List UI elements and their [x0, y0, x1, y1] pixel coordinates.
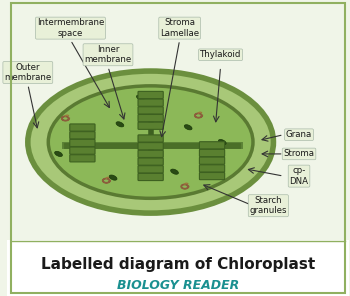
FancyBboxPatch shape: [138, 99, 163, 106]
Text: Stroma
Lamellae: Stroma Lamellae: [160, 18, 199, 38]
FancyBboxPatch shape: [138, 115, 163, 122]
Text: Starch
granules: Starch granules: [250, 196, 287, 215]
FancyBboxPatch shape: [138, 150, 163, 157]
Ellipse shape: [136, 95, 144, 100]
Text: Labelled diagram of Chloroplast: Labelled diagram of Chloroplast: [41, 258, 315, 272]
Text: Stroma: Stroma: [284, 149, 315, 158]
FancyBboxPatch shape: [138, 143, 163, 150]
Ellipse shape: [28, 71, 273, 213]
FancyBboxPatch shape: [138, 91, 163, 99]
Ellipse shape: [218, 139, 226, 145]
FancyBboxPatch shape: [138, 107, 163, 114]
Text: Outer
membrane: Outer membrane: [4, 63, 51, 82]
FancyBboxPatch shape: [199, 173, 225, 180]
FancyBboxPatch shape: [138, 158, 163, 165]
Ellipse shape: [171, 169, 178, 174]
FancyBboxPatch shape: [70, 155, 95, 162]
Text: Thylakoid: Thylakoid: [200, 50, 241, 59]
FancyBboxPatch shape: [70, 124, 95, 131]
Text: BIOLOGY READER: BIOLOGY READER: [117, 279, 239, 292]
FancyBboxPatch shape: [138, 135, 163, 142]
Text: Intermembrane
space: Intermembrane space: [37, 18, 104, 38]
FancyBboxPatch shape: [199, 142, 225, 149]
Ellipse shape: [48, 86, 253, 198]
Ellipse shape: [184, 125, 192, 130]
Text: Inner
membrane: Inner membrane: [84, 45, 132, 65]
FancyBboxPatch shape: [199, 165, 225, 172]
FancyBboxPatch shape: [138, 166, 163, 173]
FancyBboxPatch shape: [7, 240, 349, 296]
FancyBboxPatch shape: [70, 147, 95, 154]
Text: Grana: Grana: [286, 130, 312, 139]
FancyBboxPatch shape: [70, 132, 95, 139]
Ellipse shape: [55, 151, 62, 157]
FancyBboxPatch shape: [138, 122, 163, 129]
Ellipse shape: [116, 122, 124, 127]
Ellipse shape: [109, 175, 117, 180]
FancyBboxPatch shape: [199, 157, 225, 164]
FancyBboxPatch shape: [70, 139, 95, 147]
FancyBboxPatch shape: [138, 173, 163, 181]
FancyBboxPatch shape: [199, 149, 225, 157]
Text: cp-
DNA: cp- DNA: [289, 166, 309, 186]
